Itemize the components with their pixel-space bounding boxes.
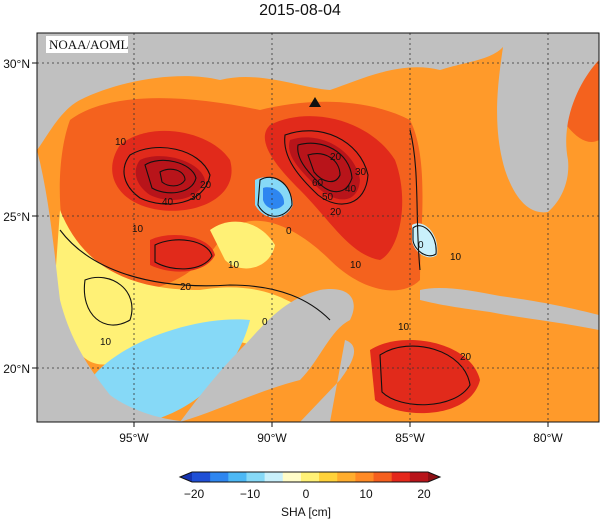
contours bbox=[59, 129, 471, 406]
colorbar-swatch bbox=[246, 472, 266, 482]
contour-label: 10 bbox=[228, 260, 240, 271]
credit-label: NOAA/AOML bbox=[49, 37, 129, 52]
cool-band bbox=[55, 210, 324, 370]
map-field: 10 20 30 40 10 20 30 40 50 60 0 0 10 20 … bbox=[37, 33, 599, 422]
lon-tick-label: 80°W bbox=[533, 431, 563, 445]
colorbar-tick-label: 0 bbox=[303, 487, 310, 501]
credit-box bbox=[46, 36, 128, 53]
contour-label: 40 bbox=[345, 184, 357, 195]
contour-label: 10 bbox=[115, 137, 127, 148]
contour-label: 0 bbox=[418, 240, 424, 251]
colorbar-frame bbox=[178, 471, 442, 483]
colorbar-swatch bbox=[355, 472, 375, 482]
contour-labels: 10 20 30 40 10 20 30 40 50 60 0 0 10 20 … bbox=[100, 137, 472, 363]
yucatan-land bbox=[180, 289, 354, 422]
contour-label: 10 bbox=[450, 252, 462, 263]
contour-label: 20 bbox=[460, 352, 472, 363]
colorbar-tick-label: −10 bbox=[240, 487, 261, 501]
colorbar-tick-label: −20 bbox=[184, 487, 205, 501]
contour-label: 10 bbox=[132, 224, 144, 235]
colorbar-swatch bbox=[373, 472, 393, 482]
colorbar-tick-label: 10 bbox=[359, 487, 373, 501]
contour-label: 10 bbox=[100, 337, 112, 348]
florida-land bbox=[497, 33, 599, 213]
colorbar-tick-label: 20 bbox=[417, 487, 431, 501]
contour-label: 30 bbox=[355, 167, 367, 178]
lat-tick-label: 30°N bbox=[3, 57, 30, 71]
contour-label: 10 bbox=[350, 260, 362, 271]
warm-patch-south bbox=[150, 235, 215, 272]
contour-label: 0 bbox=[286, 226, 292, 237]
contour-label: 20 bbox=[330, 207, 342, 218]
us-gulf-coast-land bbox=[37, 33, 599, 150]
colorbar-swatch bbox=[210, 472, 229, 482]
lat-tick-label: 25°N bbox=[3, 210, 30, 224]
colorbar-swatch bbox=[337, 472, 356, 482]
contour-label: 10 bbox=[398, 322, 410, 333]
cold-eddy-core bbox=[263, 187, 285, 209]
colorbar-max-arrow bbox=[428, 472, 440, 482]
colorbar-swatch bbox=[264, 472, 284, 482]
axis-ticks bbox=[32, 62, 549, 427]
colorbar-swatch bbox=[228, 472, 247, 482]
triangle-marker-icon bbox=[309, 97, 321, 107]
cold-anomaly-bay bbox=[90, 319, 250, 418]
lon-tick-label: 90°W bbox=[257, 431, 287, 445]
mexico-west-land bbox=[37, 150, 190, 422]
colorbar-label: SHA [cm] bbox=[281, 505, 331, 519]
contour-label: 20 bbox=[200, 180, 212, 191]
colorbar-swatch bbox=[409, 472, 429, 482]
contour-label: 60 bbox=[312, 178, 324, 189]
eddy-core bbox=[289, 137, 360, 200]
contour-label: 40 bbox=[162, 197, 174, 208]
yellow-patch bbox=[210, 221, 275, 269]
contour-label: 20 bbox=[330, 152, 342, 163]
lat-tick-label: 20°N bbox=[3, 362, 30, 376]
colorbar-swatch bbox=[391, 472, 411, 482]
map-title: 2015-08-04 bbox=[259, 2, 341, 19]
contour-label: 50 bbox=[322, 192, 334, 203]
graticule bbox=[37, 33, 599, 422]
colorbar-swatch bbox=[192, 472, 211, 482]
colorbar-swatch bbox=[300, 472, 320, 482]
cuba-land bbox=[420, 287, 599, 330]
lon-tick-label: 85°W bbox=[395, 431, 425, 445]
colorbar-swatch bbox=[282, 472, 302, 482]
contour-label: 20 bbox=[180, 282, 192, 293]
colorbar bbox=[178, 471, 442, 483]
central-america-land bbox=[300, 340, 355, 422]
colorbar-min-arrow bbox=[180, 472, 192, 482]
map-frame bbox=[36, 32, 600, 423]
contour-label: 30 bbox=[190, 192, 202, 203]
contour-label: 0 bbox=[262, 317, 268, 328]
lon-tick-label: 95°W bbox=[119, 431, 149, 445]
colorbar-swatch bbox=[319, 472, 338, 482]
